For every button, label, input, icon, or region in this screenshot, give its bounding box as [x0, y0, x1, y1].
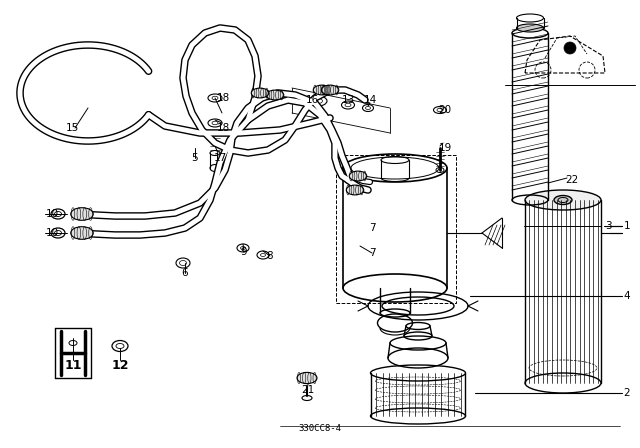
Text: 18: 18: [216, 123, 230, 133]
Text: 20: 20: [438, 105, 452, 115]
Text: 3: 3: [605, 221, 611, 231]
Ellipse shape: [349, 171, 367, 181]
Text: 19: 19: [438, 143, 452, 153]
Text: 13: 13: [341, 95, 355, 105]
Ellipse shape: [69, 340, 77, 345]
Ellipse shape: [297, 372, 317, 383]
Ellipse shape: [554, 195, 572, 204]
Ellipse shape: [525, 190, 601, 210]
Text: 16: 16: [305, 95, 319, 105]
Text: 1: 1: [624, 221, 630, 231]
Text: 7: 7: [369, 223, 375, 233]
Text: 12: 12: [111, 358, 129, 371]
Text: 330CC8-4: 330CC8-4: [298, 424, 342, 433]
Text: 9: 9: [241, 247, 247, 257]
Ellipse shape: [321, 85, 339, 95]
Text: 14: 14: [364, 95, 376, 105]
Ellipse shape: [266, 90, 284, 100]
Text: 2: 2: [624, 388, 630, 398]
Text: 7: 7: [369, 248, 375, 258]
Text: 4: 4: [624, 291, 630, 301]
Text: 18: 18: [216, 93, 230, 103]
Text: 15: 15: [65, 123, 79, 133]
Text: 5: 5: [192, 153, 198, 163]
Text: 22: 22: [565, 175, 579, 185]
Ellipse shape: [313, 85, 331, 95]
Text: 11: 11: [64, 358, 82, 371]
Text: 17: 17: [213, 153, 227, 163]
Text: 21: 21: [301, 385, 315, 395]
Text: 8: 8: [267, 251, 273, 261]
Ellipse shape: [516, 24, 543, 32]
Ellipse shape: [71, 227, 93, 239]
Text: 6: 6: [182, 268, 188, 278]
Ellipse shape: [346, 185, 364, 195]
Text: 10: 10: [45, 209, 59, 219]
Text: 10: 10: [45, 228, 59, 238]
Circle shape: [564, 42, 576, 54]
Ellipse shape: [252, 88, 269, 98]
Ellipse shape: [71, 208, 93, 220]
Bar: [336, 155, 456, 303]
